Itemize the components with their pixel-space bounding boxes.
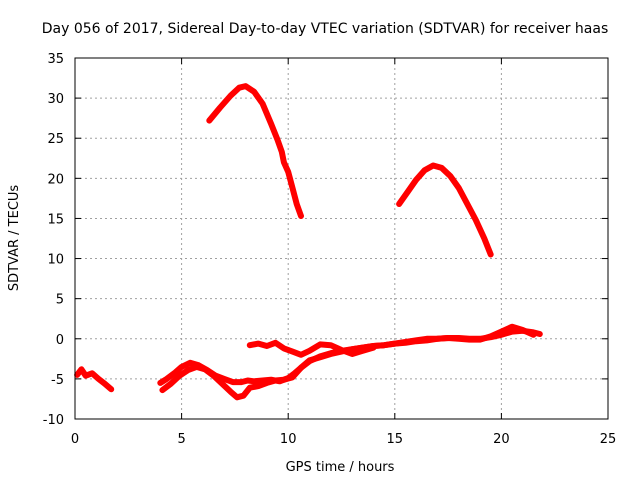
series-band-1	[74, 366, 115, 393]
chart-title: Day 056 of 2017, Sidereal Day-to-day VTE…	[42, 21, 609, 37]
y-tick-label: 15	[47, 212, 64, 227]
y-tick-label: 0	[56, 333, 64, 348]
y-tick-label: 5	[56, 293, 64, 308]
series-group	[74, 83, 543, 401]
x-tick-label: 5	[177, 432, 185, 447]
x-axis-label: GPS time / hours	[286, 460, 395, 475]
y-tick-label: 35	[47, 52, 64, 67]
series-band-4	[246, 339, 377, 358]
series-arc-2	[396, 162, 494, 258]
series-arc-1	[206, 83, 304, 219]
series-band-3	[159, 323, 537, 401]
y-tick-label: -5	[51, 373, 64, 388]
y-tick-label: 25	[47, 132, 64, 147]
x-tick-label: 15	[387, 432, 404, 447]
x-tick-label: 10	[280, 432, 297, 447]
y-tick-label: 30	[47, 92, 64, 107]
plot-frame	[74, 57, 609, 420]
y-tick-label: 10	[47, 253, 64, 268]
axis-ticks: 0 5 10 15 20 25 -10 -5 0 5 10 15 20 25 30 35	[43, 52, 617, 447]
y-tick-label: 20	[47, 172, 64, 187]
x-tick-label: 25	[600, 432, 617, 447]
grid	[75, 58, 608, 419]
x-tick-label: 20	[493, 432, 510, 447]
y-tick-label: -10	[43, 413, 64, 428]
x-tick-label: 0	[71, 432, 79, 447]
y-axis-label: SDTVAR / TECUs	[7, 185, 22, 292]
